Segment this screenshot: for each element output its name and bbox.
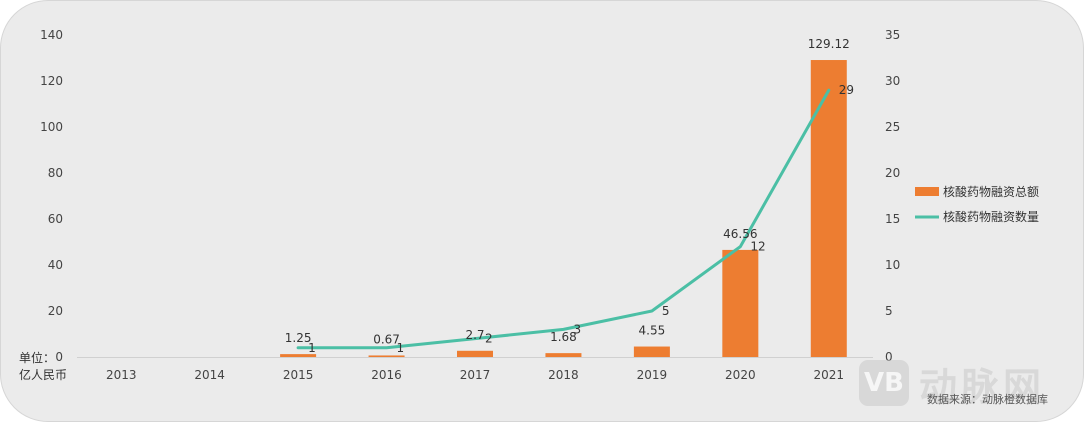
x-tick-label: 2019: [637, 368, 668, 382]
x-tick-label: 2020: [725, 368, 756, 382]
y-left-tick-label: 120: [40, 74, 63, 88]
watermark-logo-text: VB: [864, 368, 904, 398]
line-data-label: 1: [397, 341, 405, 355]
watermark-brand: 动脉网: [919, 364, 1046, 409]
y-right-tick-label: 25: [885, 120, 900, 134]
y-right-tick-label: 10: [885, 258, 900, 272]
y-left-tick-label: 60: [48, 212, 63, 226]
source-note: 数据来源：动脉橙数据库: [927, 393, 1048, 406]
x-tick-label: 2016: [371, 368, 402, 382]
bar-data-label: 0.67: [373, 332, 400, 346]
y-left-tick-label: 100: [40, 120, 63, 134]
legend-label-line: 核酸药物融资数量: [943, 209, 1039, 224]
x-tick-label: 2018: [548, 368, 579, 382]
y-axis-right: 0 5 10 15 20 25 30 35: [885, 28, 900, 364]
y-right-tick-label: 0: [885, 350, 893, 364]
line-data-label: 2: [485, 332, 493, 346]
bar-2020[interactable]: [722, 249, 759, 357]
bar-data-label: 1.68: [550, 330, 577, 344]
y-right-tick-label: 20: [885, 166, 900, 180]
watermark: VB 动脉网: [859, 358, 1046, 409]
bar-2018[interactable]: [545, 353, 582, 357]
line-data-label: 12: [750, 240, 765, 254]
line-series: [296, 88, 831, 350]
unit-label: 单位： 亿人民币: [19, 350, 67, 384]
y-axis-left: 0 20 40 60 80 100 120 140: [40, 28, 63, 364]
bar-2015[interactable]: [280, 354, 317, 357]
x-axis: 2013 2014 2015 2016 2017 2018 2019 2020 2021: [106, 368, 844, 382]
y-left-tick-label: 0: [55, 350, 63, 364]
bar-data-labels: 1.25 0.67 2.7 1.68 4.55 46.56 129.12: [285, 37, 850, 346]
y-left-tick-label: 20: [48, 304, 63, 318]
line-data-label: 1: [308, 341, 316, 355]
x-tick-label: 2017: [460, 368, 491, 382]
y-left-tick-label: 40: [48, 258, 63, 272]
bar-2021[interactable]: [810, 60, 847, 358]
legend-item-line[interactable]: 核酸药物融资数量: [915, 209, 1039, 224]
legend-label-bar: 核酸药物融资总额: [943, 184, 1039, 199]
unit-label-line2: 亿人民币: [19, 368, 68, 382]
x-tick-label: 2013: [106, 368, 137, 382]
line-data-label: 3: [573, 322, 581, 336]
watermark-logo: VB: [859, 360, 909, 406]
y-right-tick-label: 35: [885, 28, 900, 42]
bar-2016[interactable]: [368, 355, 405, 357]
legend-swatch-bar: [915, 187, 939, 196]
legend-item-bar[interactable]: 核酸药物融资总额: [915, 184, 1039, 199]
y-left-tick-label: 140: [40, 28, 63, 42]
bar-2017[interactable]: [457, 350, 493, 357]
y-left-tick-label: 80: [48, 166, 63, 180]
unit-label-line1: 单位：: [19, 351, 56, 365]
y-right-tick-label: 30: [885, 74, 900, 88]
bar-data-label: 2.7: [465, 328, 484, 342]
y-right-tick-label: 5: [885, 304, 893, 318]
bar-data-label: 129.12: [808, 37, 850, 51]
bar-data-label: 1.25: [285, 331, 312, 345]
bar-data-label: 46.56: [723, 227, 757, 241]
x-tick-label: 2021: [814, 368, 845, 382]
x-tick-label: 2014: [194, 368, 225, 382]
line-data-label: 29: [839, 83, 854, 97]
x-tick-label: 2015: [283, 368, 314, 382]
y-right-tick-label: 15: [885, 212, 900, 226]
bar-data-label: 4.55: [639, 324, 666, 338]
line-data-label: 5: [662, 304, 670, 318]
bar-2019[interactable]: [633, 346, 670, 357]
